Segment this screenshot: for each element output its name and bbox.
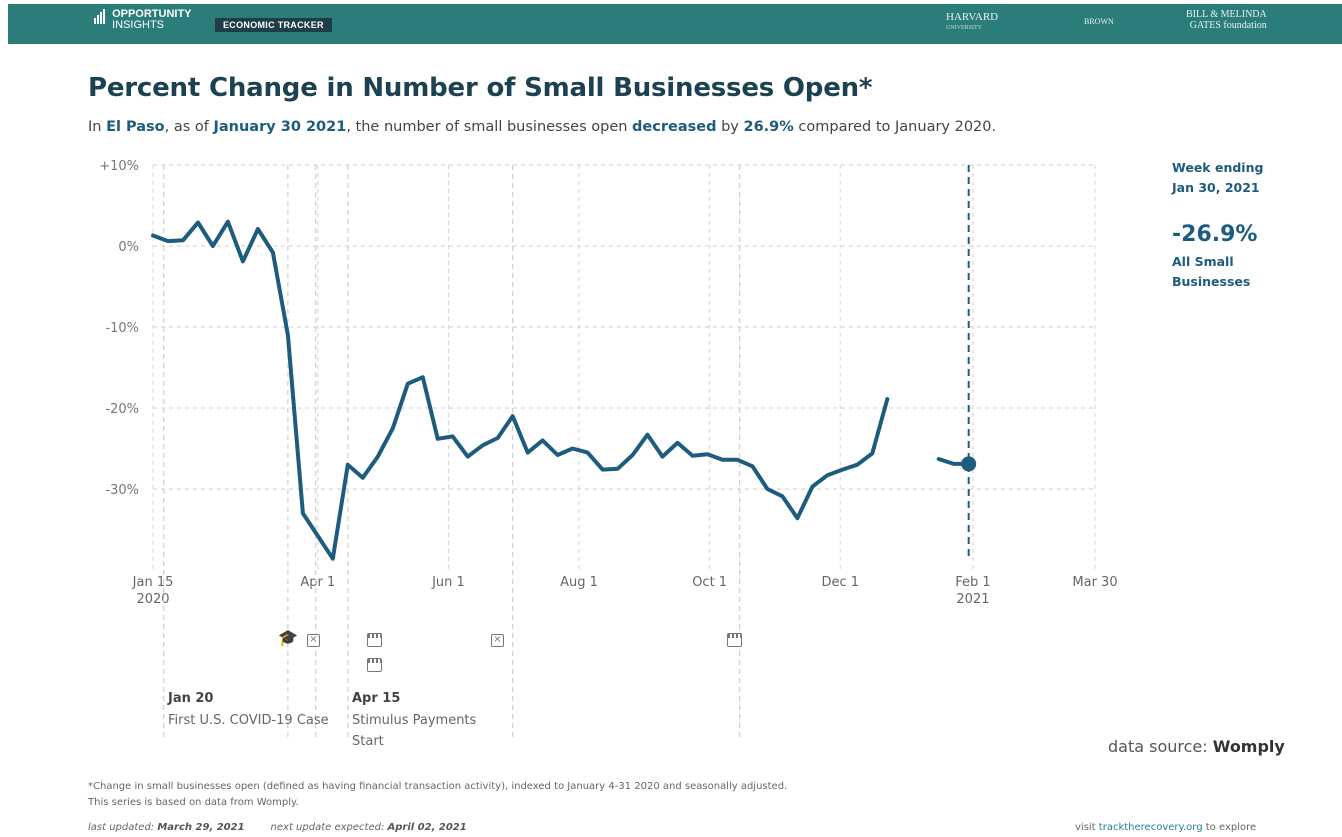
direction-word: decreased (632, 119, 717, 135)
store-icon[interactable] (727, 633, 742, 647)
gates-line1: BILL & MELINDA (1186, 9, 1267, 20)
x-tick-label: Mar 30 (1072, 575, 1117, 590)
opportunity-insights-logo[interactable]: OPPORTUNITY INSIGHTS (94, 9, 192, 31)
x-tick-label: Apr 1 (300, 575, 335, 590)
brown-label: BROWN (1084, 17, 1114, 26)
event-date-apr15: Apr 15 (352, 691, 401, 706)
y-tick-label: +10% (99, 159, 139, 174)
event-date-jan20: Jan 20 (168, 691, 214, 706)
x-tick-label: Aug 1 (560, 575, 598, 590)
x-tick-label: Dec 1 (821, 575, 859, 590)
economic-tracker-badge[interactable]: ECONOMIC TRACKER (215, 18, 332, 32)
harvard-label: HARVARD (946, 11, 999, 23)
update-info: last updated: March 29, 2021 next update … (88, 822, 467, 833)
data-source: data source: Womply (1108, 737, 1285, 756)
y-tick-label: -30% (105, 483, 139, 498)
place-name: El Paso (106, 119, 165, 135)
store-icon[interactable] (367, 633, 382, 647)
logo-line2: INSIGHTS (112, 19, 165, 31)
chart-subtitle: In El Paso, as of January 30 2021, the n… (88, 119, 997, 135)
x-tick-label: Oct 1 (692, 575, 727, 590)
current-value: -26.9% (1172, 222, 1258, 247)
as-of-date: January 30 2021 (213, 119, 347, 135)
gates-line2: GATES foundation (1189, 20, 1267, 31)
series-label: All Small Businesses (1172, 254, 1251, 289)
y-tick-label: 0% (118, 240, 139, 255)
event-desc-covid: First U.S. COVID-19 Case (168, 713, 329, 728)
logo-line1: OPPORTUNITY (112, 8, 192, 20)
latest-point (961, 456, 977, 472)
gates-logo[interactable]: BILL & MELINDA GATES foundation (1186, 9, 1267, 31)
series-line (151, 219, 890, 561)
x-tick-year-label: 2020 (136, 592, 169, 607)
x-tick-year-label: 2021 (956, 592, 989, 607)
bar-chart-icon (94, 9, 106, 24)
harvard-sub: UNIVERSITY (946, 25, 982, 31)
x-tick-label: Jan 15 (132, 575, 174, 590)
change-pct: 26.9% (743, 119, 794, 135)
x-tick-label: Feb 1 (955, 575, 990, 590)
visit-link-line: visit tracktherecovery.org to explore (1075, 822, 1257, 833)
school-closure-icon[interactable]: × (491, 634, 504, 647)
source-name[interactable]: Womply (1212, 737, 1285, 756)
harvard-logo[interactable]: HARVARD UNIVERSITY (946, 12, 998, 34)
tracker-link[interactable]: tracktherecovery.org (1098, 822, 1203, 833)
header-bar: OPPORTUNITY INSIGHTS ECONOMIC TRACKER HAR… (8, 4, 1342, 44)
footnote: *Change in small businesses open (define… (88, 781, 788, 808)
y-tick-label: -10% (105, 321, 139, 336)
event-desc-stimulus: Stimulus Payments Start (352, 713, 477, 749)
week-ending-label: Week ending Jan 30, 2021 (1172, 160, 1264, 195)
school-closure-icon[interactable]: × (307, 634, 320, 647)
y-tick-label: -20% (105, 402, 139, 417)
x-tick-label: Jun 1 (431, 575, 465, 590)
chart-title: Percent Change in Number of Small Busine… (88, 73, 873, 103)
store-icon[interactable] (367, 658, 382, 672)
brown-logo[interactable]: BROWN (1084, 16, 1114, 27)
graduation-cap-icon[interactable]: 🎓 (278, 628, 298, 647)
